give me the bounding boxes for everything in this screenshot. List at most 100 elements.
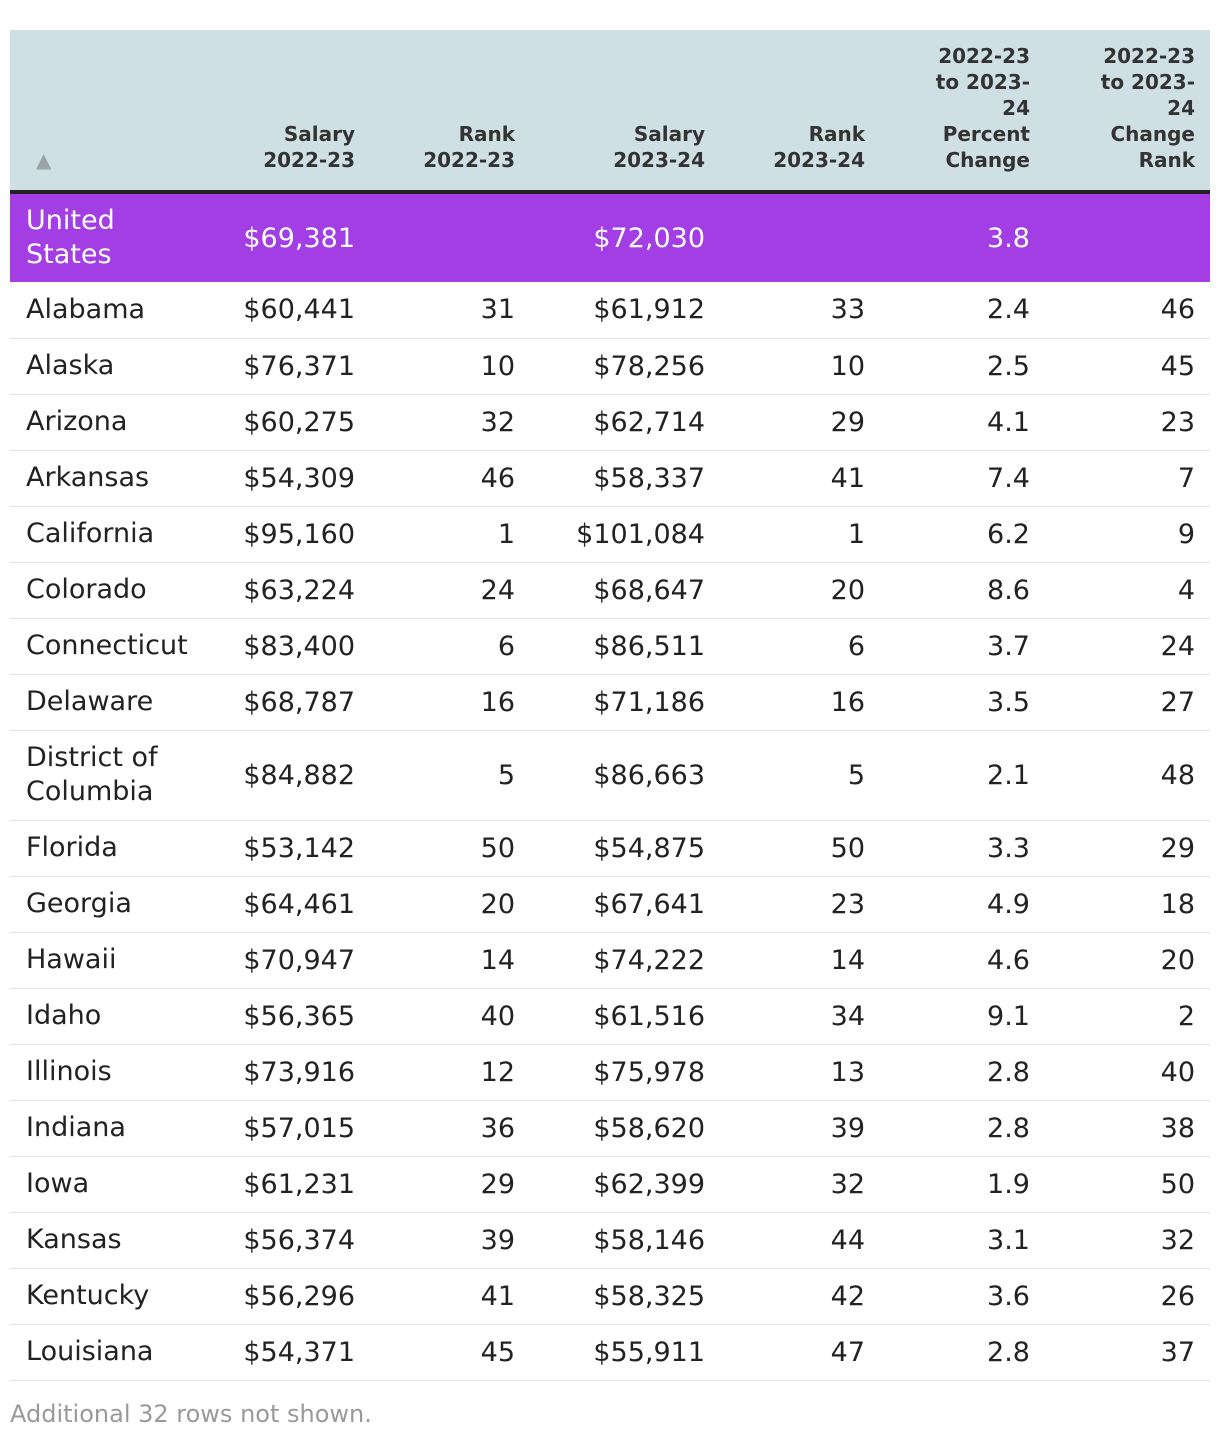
column-header-label-line: Change <box>1110 122 1195 146</box>
cell-salary-2023-24: $58,620 <box>530 1100 720 1157</box>
cell-salary-2023-24: $55,911 <box>530 1324 720 1381</box>
cell-salary-2022-23: $64,461 <box>220 876 370 933</box>
cell-percent-change: 3.8 <box>880 192 1045 282</box>
cell-change-rank: 4 <box>1045 562 1210 619</box>
table-body: United States $69,381 $72,030 3.8 Alabama $60,… <box>10 192 1210 1381</box>
cell-salary-2022-23: $53,142 <box>220 820 370 877</box>
table-row: Colorado $63,224 24 $68,647 20 8.6 4 <box>10 562 1210 619</box>
cell-salary-2022-23: $61,231 <box>220 1156 370 1213</box>
table-row: Kentucky $56,296 41 $58,325 42 3.6 26 <box>10 1268 1210 1325</box>
cell-rank-2022-23: 5 <box>370 730 530 821</box>
cell-rank-2023-24: 20 <box>720 562 880 619</box>
cell-rank-2022-23 <box>370 192 530 282</box>
cell-percent-change: 6.2 <box>880 506 1045 563</box>
cell-percent-change: 2.5 <box>880 338 1045 395</box>
cell-salary-2023-24: $74,222 <box>530 932 720 989</box>
column-header-label-line: to 2023- <box>1100 70 1195 94</box>
column-header-label-line: Salary <box>633 122 705 146</box>
cell-state-name: Idaho <box>10 988 220 1045</box>
cell-salary-2022-23: $57,015 <box>220 1100 370 1157</box>
cell-salary-2023-24: $62,714 <box>530 394 720 451</box>
salary-table-container: ▲ Salary 2022-23 Rank 2022-23 Salary 2023-2… <box>10 30 1210 1381</box>
cell-salary-2023-24: $86,663 <box>530 730 720 821</box>
table-row: Hawaii $70,947 14 $74,222 14 4.6 20 <box>10 932 1210 989</box>
table-row: District of Columbia $84,882 5 $86,663 5 2.1 48 <box>10 730 1210 821</box>
column-header-salary-2022-23[interactable]: Salary 2022-23 <box>220 30 370 194</box>
cell-state-name-line: States <box>26 239 112 270</box>
cell-salary-2022-23: $56,374 <box>220 1212 370 1269</box>
cell-salary-2022-23: $84,882 <box>220 730 370 821</box>
cell-state-name: Georgia <box>10 876 220 933</box>
cell-state-name: Alabama <box>10 282 220 339</box>
cell-salary-2022-23: $63,224 <box>220 562 370 619</box>
cell-state-name: Delaware <box>10 674 220 731</box>
cell-change-rank: 27 <box>1045 674 1210 731</box>
column-header-label-line: 2022-23 <box>938 44 1030 68</box>
column-header-salary-2023-24[interactable]: Salary 2023-24 <box>530 30 720 194</box>
table-row: Arizona $60,275 32 $62,714 29 4.1 23 <box>10 394 1210 451</box>
cell-change-rank: 2 <box>1045 988 1210 1045</box>
cell-change-rank: 29 <box>1045 820 1210 877</box>
sort-ascending-icon[interactable]: ▲ <box>36 148 52 172</box>
column-header-change-rank[interactable]: 2022-23 to 2023- 24 Change Rank <box>1045 30 1210 194</box>
cell-change-rank: 32 <box>1045 1212 1210 1269</box>
cell-percent-change: 2.1 <box>880 730 1045 821</box>
cell-percent-change: 4.9 <box>880 876 1045 933</box>
cell-rank-2023-24: 16 <box>720 674 880 731</box>
footnote: Additional 32 rows not shown. <box>10 1400 372 1428</box>
cell-salary-2022-23: $70,947 <box>220 932 370 989</box>
cell-state-name: Illinois <box>10 1044 220 1101</box>
column-header-label-line: Percent <box>942 122 1030 146</box>
cell-rank-2022-23: 41 <box>370 1268 530 1325</box>
cell-change-rank: 46 <box>1045 282 1210 339</box>
table-row: Arkansas $54,309 46 $58,337 41 7.4 7 <box>10 450 1210 507</box>
cell-state-name: Louisiana <box>10 1324 220 1381</box>
column-header-label: 2022-23 to 2023- 24 Change Rank <box>1101 43 1195 173</box>
column-header-label-line: 2022-23 <box>263 148 355 172</box>
cell-salary-2023-24: $78,256 <box>530 338 720 395</box>
cell-rank-2023-24: 44 <box>720 1212 880 1269</box>
cell-state-name: Iowa <box>10 1156 220 1213</box>
column-header-label-line: Salary <box>283 122 355 146</box>
cell-state-name: Hawaii <box>10 932 220 989</box>
column-header-label-line: 2022-23 <box>423 148 515 172</box>
cell-state-name: Kentucky <box>10 1268 220 1325</box>
cell-salary-2022-23: $73,916 <box>220 1044 370 1101</box>
cell-rank-2022-23: 16 <box>370 674 530 731</box>
table-row: Alabama $60,441 31 $61,912 33 2.4 46 <box>10 282 1210 339</box>
cell-rank-2022-23: 50 <box>370 820 530 877</box>
cell-salary-2022-23: $83,400 <box>220 618 370 675</box>
cell-rank-2022-23: 14 <box>370 932 530 989</box>
column-header-label-line: Change <box>945 148 1030 172</box>
cell-percent-change: 7.4 <box>880 450 1045 507</box>
cell-change-rank <box>1045 192 1210 282</box>
column-header-rank-2023-24[interactable]: Rank 2023-24 <box>720 30 880 194</box>
table-row: Georgia $64,461 20 $67,641 23 4.9 18 <box>10 876 1210 933</box>
cell-state-name: Florida <box>10 820 220 877</box>
table-row: Iowa $61,231 29 $62,399 32 1.9 50 <box>10 1156 1210 1213</box>
cell-rank-2022-23: 32 <box>370 394 530 451</box>
column-header-rank-2022-23[interactable]: Rank 2022-23 <box>370 30 530 194</box>
cell-percent-change: 3.1 <box>880 1212 1045 1269</box>
table-row: Louisiana $54,371 45 $55,911 47 2.8 37 <box>10 1324 1210 1381</box>
cell-percent-change: 3.7 <box>880 618 1045 675</box>
cell-state-name-line: United <box>26 205 115 236</box>
cell-state-name: Arkansas <box>10 450 220 507</box>
cell-rank-2022-23: 40 <box>370 988 530 1045</box>
cell-salary-2023-24: $58,325 <box>530 1268 720 1325</box>
cell-salary-2023-24: $75,978 <box>530 1044 720 1101</box>
cell-state-name: Indiana <box>10 1100 220 1157</box>
cell-rank-2023-24: 32 <box>720 1156 880 1213</box>
cell-salary-2023-24: $58,146 <box>530 1212 720 1269</box>
salary-table: ▲ Salary 2022-23 Rank 2022-23 Salary 2023-2… <box>10 30 1210 1381</box>
column-header-state[interactable]: ▲ <box>10 30 220 194</box>
cell-rank-2022-23: 36 <box>370 1100 530 1157</box>
column-header-percent-change[interactable]: 2022-23 to 2023- 24 Percent Change <box>880 30 1045 194</box>
cell-percent-change: 8.6 <box>880 562 1045 619</box>
cell-rank-2023-24: 13 <box>720 1044 880 1101</box>
column-header-label: Salary 2023-24 <box>613 121 705 173</box>
cell-state-name: Alaska <box>10 338 220 395</box>
cell-salary-2022-23: $69,381 <box>220 192 370 282</box>
cell-percent-change: 9.1 <box>880 988 1045 1045</box>
cell-salary-2022-23: $76,371 <box>220 338 370 395</box>
